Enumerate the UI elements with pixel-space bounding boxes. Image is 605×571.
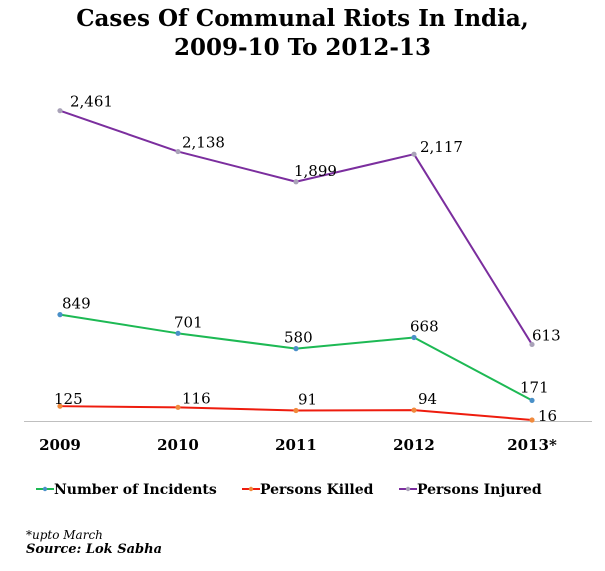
data-label: 125 xyxy=(54,390,83,408)
data-label: 16 xyxy=(538,407,557,425)
data-label: 613 xyxy=(532,326,561,344)
data-point xyxy=(529,397,535,403)
chart-title: Cases Of Communal Riots In India, 2009-1… xyxy=(0,4,605,62)
footnote: *upto March xyxy=(26,528,103,542)
data-label: 849 xyxy=(62,295,91,313)
data-label: 1,899 xyxy=(294,162,337,180)
chart-title-line1: Cases Of Communal Riots In India, xyxy=(76,5,529,32)
data-point xyxy=(411,334,417,341)
data-point xyxy=(175,148,181,155)
x-tick-label: 2009 xyxy=(39,436,81,454)
chart-title-line2: 2009-10 To 2012-13 xyxy=(174,34,431,61)
data-point xyxy=(529,417,535,423)
data-point xyxy=(293,407,299,414)
x-tick-label: 2011 xyxy=(275,436,317,454)
data-point xyxy=(411,151,417,157)
data-point xyxy=(57,108,63,114)
legend-marker xyxy=(248,486,254,492)
x-tick-label: 2010 xyxy=(157,436,199,454)
data-point xyxy=(293,346,299,352)
data-label: 2,138 xyxy=(182,134,225,152)
data-label: 116 xyxy=(182,389,211,407)
source-note: Source: Lok Sabha xyxy=(26,542,162,557)
data-point xyxy=(57,403,63,409)
data-point xyxy=(411,407,417,413)
data-label: 94 xyxy=(418,390,437,408)
data-point xyxy=(175,404,181,410)
data-point xyxy=(529,341,535,348)
data-label: 91 xyxy=(298,390,317,408)
data-point xyxy=(175,330,181,336)
data-label: 668 xyxy=(410,317,439,335)
legend-label: Persons Killed xyxy=(260,482,374,498)
x-tick-label: 2013* xyxy=(507,436,557,454)
data-label: 171 xyxy=(520,378,549,396)
data-label: 701 xyxy=(174,313,203,331)
legend-label: Number of Incidents xyxy=(54,482,217,498)
legend-marker xyxy=(42,486,48,492)
series-line xyxy=(59,313,533,402)
data-point xyxy=(57,312,63,318)
legend-label: Persons Injured xyxy=(417,482,542,498)
data-label: 2,461 xyxy=(70,93,113,111)
legend-marker xyxy=(405,486,411,492)
data-label: 580 xyxy=(284,329,313,347)
x-tick-label: 2012 xyxy=(393,436,435,454)
data-point xyxy=(293,179,299,185)
data-label: 2,117 xyxy=(420,138,463,156)
